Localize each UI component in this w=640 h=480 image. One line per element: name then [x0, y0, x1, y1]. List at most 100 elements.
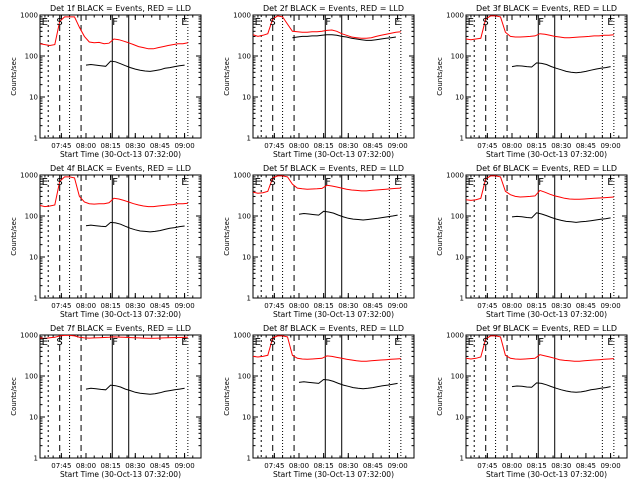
event-marker: E [255, 17, 261, 28]
event-marker: F [325, 177, 331, 188]
x-tick-label: 09:00 [600, 462, 620, 470]
x-tick-label: 09:00 [174, 302, 194, 310]
event-marker: E [468, 17, 474, 28]
series-line-black [85, 60, 185, 72]
y-tick-label: 1 [460, 295, 464, 303]
x-tick-label: 08:30 [551, 142, 571, 150]
series-line-black [292, 34, 396, 41]
series-line-red [40, 16, 188, 50]
x-tick-label: 08:15 [314, 302, 334, 310]
series-group [466, 15, 614, 74]
x-tick-label: 08:45 [363, 462, 383, 470]
x-tick-label: 08:00 [502, 462, 522, 470]
x-tick-label: 08:15 [101, 142, 121, 150]
chart-title: Det 5f BLACK = Events, RED = LLD [263, 164, 404, 173]
y-tick-label: 1 [247, 295, 251, 303]
event-marker: F [112, 337, 118, 348]
x-tick-label: 08:00 [502, 302, 522, 310]
y-tick-label: 10 [29, 94, 38, 102]
y-tick-label: 1000 [233, 332, 251, 340]
y-tick-label: 1000 [20, 332, 38, 340]
x-tick-label: 08:00 [289, 462, 309, 470]
series-group [253, 15, 401, 41]
plot-frame [39, 14, 202, 139]
y-axis-label: Counts/sec [10, 217, 18, 256]
y-tick-label: 1000 [446, 172, 464, 180]
event-marker: E [181, 17, 187, 28]
x-tick-label: 08:45 [150, 142, 170, 150]
x-axis-label: Start Time (30-Oct-13 07:32:00) [60, 150, 181, 159]
plot-frame [39, 174, 202, 299]
x-tick-label: 08:00 [76, 142, 96, 150]
event-marker: S [56, 17, 62, 28]
event-marker: S [482, 17, 488, 28]
y-tick-label: 100 [451, 53, 464, 61]
plot-frame [252, 14, 415, 139]
y-axis-label: Counts/sec [223, 57, 231, 96]
y-tick-label: 100 [238, 53, 251, 61]
x-tick-label: 08:45 [363, 302, 383, 310]
x-tick-label: 07:45 [477, 302, 497, 310]
series-group [466, 175, 614, 223]
event-marker: E [42, 17, 48, 28]
chart-title: Det 6f BLACK = Events, RED = LLD [476, 164, 617, 173]
y-tick-label: 100 [451, 373, 464, 381]
event-marker: E [181, 177, 187, 188]
x-axis-label: Start Time (30-Oct-13 07:32:00) [273, 470, 394, 479]
x-axis-label: Start Time (30-Oct-13 07:32:00) [486, 150, 607, 159]
series-group [253, 335, 401, 390]
x-tick-label: 08:00 [502, 142, 522, 150]
x-tick-label: 08:00 [289, 142, 309, 150]
x-tick-label: 08:15 [101, 302, 121, 310]
x-axis-label: Start Time (30-Oct-13 07:32:00) [273, 310, 394, 319]
chart-title: Det 1f BLACK = Events, RED = LLD [50, 4, 191, 13]
event-marker: E [607, 177, 613, 188]
chart-title: Det 9f BLACK = Events, RED = LLD [476, 324, 617, 333]
y-tick-label: 10 [455, 94, 464, 102]
x-tick-label: 09:00 [600, 142, 620, 150]
y-tick-label: 1 [34, 455, 38, 463]
series-group [466, 335, 614, 393]
event-marker: S [56, 177, 62, 188]
x-tick-label: 07:45 [477, 462, 497, 470]
y-tick-label: 1000 [233, 12, 251, 20]
x-tick-label: 08:30 [338, 142, 358, 150]
plot-frame [39, 334, 202, 459]
event-marker: E [42, 337, 48, 348]
x-tick-label: 08:15 [527, 302, 547, 310]
y-tick-label: 1000 [20, 172, 38, 180]
x-axis-label: Start Time (30-Oct-13 07:32:00) [273, 150, 394, 159]
chart-panel: Det 4f BLACK = Events, RED = LLD 1 10 100 10… [10, 164, 202, 319]
x-tick-label: 08:15 [314, 142, 334, 150]
y-tick-label: 100 [25, 53, 38, 61]
x-tick-label: 07:45 [477, 142, 497, 150]
y-tick-label: 10 [242, 254, 251, 262]
x-tick-label: 09:00 [387, 462, 407, 470]
y-tick-label: 1000 [233, 172, 251, 180]
event-marker: F [325, 337, 331, 348]
event-marker: F [112, 177, 118, 188]
x-tick-label: 09:00 [174, 142, 194, 150]
x-tick-label: 07:45 [51, 302, 71, 310]
series-line-red [253, 335, 401, 362]
chart-panel: Det 5f BLACK = Events, RED = LLD 1 10 100 10… [223, 164, 415, 319]
chart-panel: Det 7f BLACK = Events, RED = LLD 1 10 100 10… [10, 324, 202, 479]
x-tick-label: 08:45 [363, 142, 383, 150]
y-axis-label: Counts/sec [223, 377, 231, 416]
chart-panel: Det 6f BLACK = Events, RED = LLD 1 10 100 10… [436, 164, 628, 319]
series-line-black [511, 212, 611, 223]
series-line-red [40, 176, 188, 208]
series-line-red [253, 15, 401, 39]
event-marker: S [482, 177, 488, 188]
series-line-black [511, 382, 611, 393]
x-tick-label: 07:45 [51, 462, 71, 470]
y-tick-label: 100 [25, 373, 38, 381]
y-tick-label: 1 [460, 135, 464, 143]
x-tick-label: 08:15 [527, 142, 547, 150]
x-tick-label: 08:45 [576, 462, 596, 470]
plot-frame [465, 174, 628, 299]
chart-panel: Det 3f BLACK = Events, RED = LLD 1 10 100 10… [436, 4, 628, 159]
event-marker: E [255, 177, 261, 188]
x-tick-label: 08:30 [551, 302, 571, 310]
chart-title: Det 3f BLACK = Events, RED = LLD [476, 4, 617, 13]
